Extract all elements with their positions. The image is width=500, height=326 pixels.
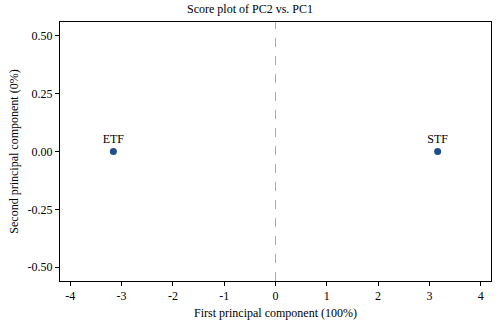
svg-text:-4: -4 [65,289,75,303]
svg-text:1: 1 [324,289,330,303]
svg-text:0.50: 0.50 [32,29,53,43]
svg-text:First principal component (100: First principal component (100%) [194,306,357,320]
svg-text:-0.25: -0.25 [28,203,53,217]
svg-text:-1: -1 [219,289,229,303]
svg-text:ETF: ETF [103,132,125,146]
svg-text:3: 3 [426,289,432,303]
svg-text:Second principal component (0%: Second principal component (0%) [7,69,21,233]
svg-text:-3: -3 [117,289,127,303]
svg-text:0.00: 0.00 [32,145,53,159]
svg-text:STF: STF [427,132,448,146]
svg-text:-0.50: -0.50 [28,260,53,274]
svg-text:4: 4 [478,289,484,303]
svg-text:-2: -2 [168,289,178,303]
svg-text:0: 0 [273,289,279,303]
svg-text:0.25: 0.25 [32,87,53,101]
svg-text:Score plot of PC2 vs. PC1: Score plot of PC2 vs. PC1 [187,2,313,16]
svg-text:2: 2 [375,289,381,303]
